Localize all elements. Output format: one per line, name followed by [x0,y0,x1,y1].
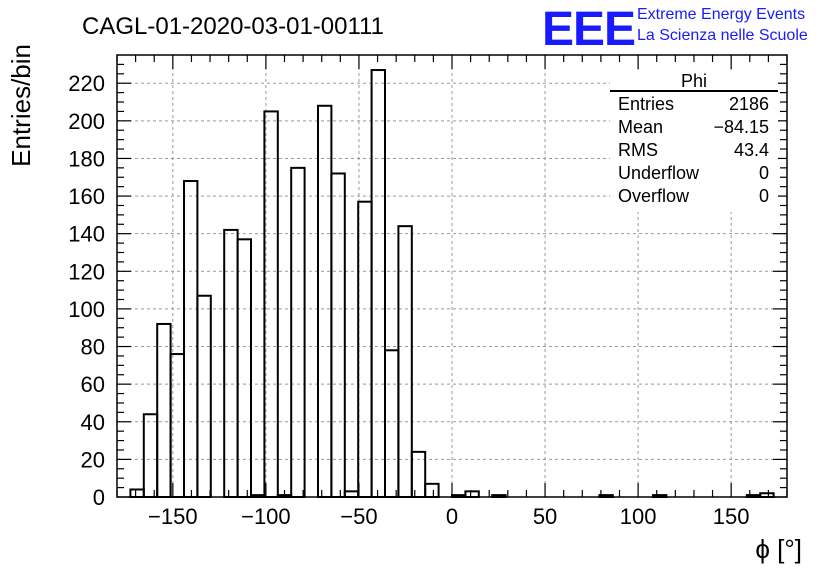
chart-title: CAGL-01-2020-03-01-00111 [82,13,384,40]
y-tick-label: 80 [81,335,105,360]
histogram-bin [183,180,199,498]
eee-logo: EEE [542,3,635,56]
stats-value: 0 [759,186,769,206]
stats-label: RMS [618,140,658,160]
y-axis-title: Entries/bin [6,44,36,167]
x-tick-label: 100 [620,504,657,529]
histogram-bin [424,482,440,499]
stats-name: Phi [681,71,707,91]
stats-label: Underflow [618,163,700,183]
logo-line-2: La Scienza nelle Scuole [637,27,808,44]
stats-label: Overflow [618,186,690,206]
stats-value: −84.15 [713,117,769,137]
stats-value: 2186 [729,94,769,114]
histogram-bin [142,413,159,498]
histogram-bin [290,166,306,498]
y-tick-label: 60 [81,372,105,397]
x-axis-title: ϕ [°] [755,534,802,564]
y-tick-label: 220 [68,71,105,96]
x-tick-label: −50 [340,504,377,529]
histogram-bin [357,200,373,498]
stats-label: Entries [618,94,674,114]
y-tick-label: 0 [93,485,105,510]
y-tick-label: 180 [68,146,105,171]
axes [116,54,788,498]
y-tick-label: 40 [81,410,105,435]
stats-box: Phi Entries 2186 Mean −84.15 RMS 43.4 Underflo… [610,70,778,212]
histogram-bin [236,238,253,499]
y-tick-label: 100 [68,297,105,322]
histogram-bin [410,450,427,499]
histogram-bin [156,322,172,498]
histogram-bin [384,349,400,498]
x-tick-label: −150 [148,504,198,529]
stats-value: 0 [759,163,769,183]
tick-labels: −150 −100 −50 0 50 100 150 0 20 40 60 80 100 120 140 16… [68,71,749,529]
histogram-bin [330,172,346,498]
y-tick-label: 140 [68,222,105,247]
histogram-bin [263,110,279,498]
histogram-bin [196,294,212,498]
logo-line-1: Extreme Energy Events [637,6,805,23]
y-tick-label: 200 [68,109,105,134]
y-tick-label: 160 [68,184,105,209]
histogram-bin [129,488,145,498]
x-tick-label: −100 [241,504,291,529]
stats-label: Mean [618,117,663,137]
histogram-bin [397,225,413,498]
x-tick-label: 0 [446,504,458,529]
histogram-bin [370,69,387,498]
x-tick-label: 50 [533,504,557,529]
x-tick-label: 150 [713,504,750,529]
histogram-bin [343,490,360,499]
histogram-bin [464,490,480,499]
stats-value: 43.4 [734,140,769,160]
histogram-bin [317,104,333,498]
y-tick-label: 20 [81,447,105,472]
histogram-bin [223,228,239,498]
y-tick-label: 120 [68,259,105,284]
